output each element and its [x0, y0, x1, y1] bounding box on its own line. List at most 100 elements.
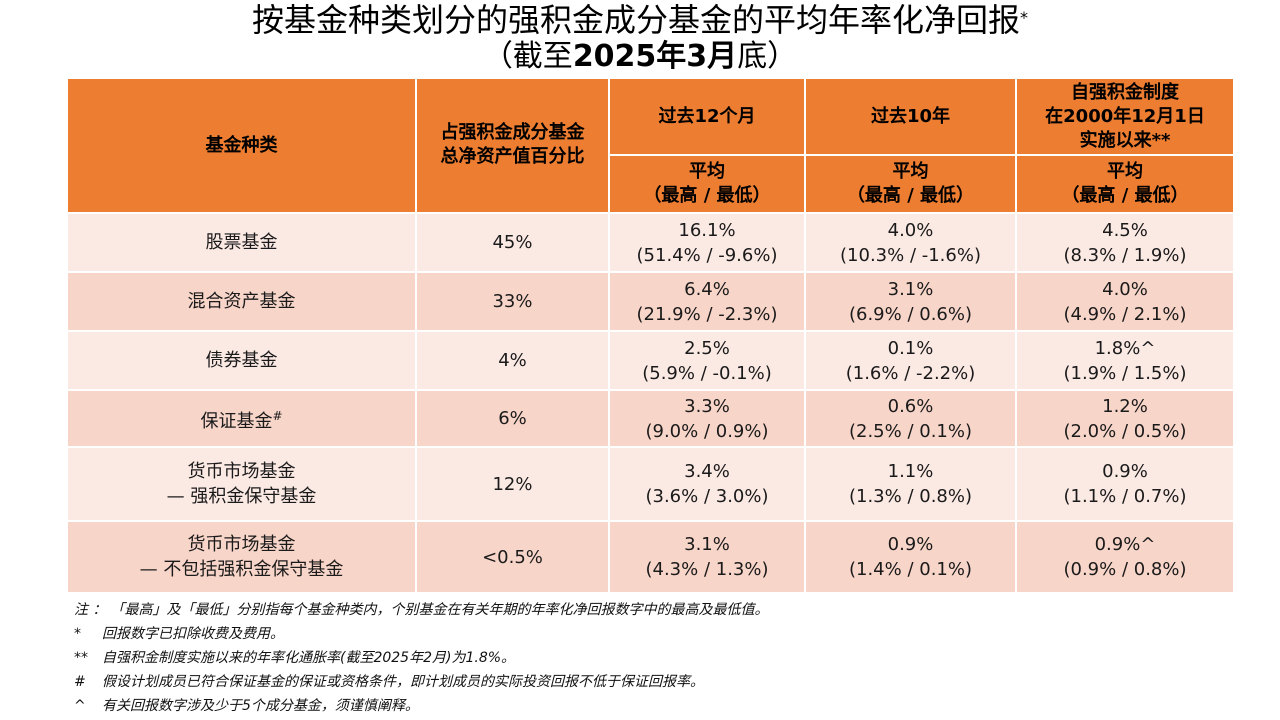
return-12m-range: (5.9% / -0.1%) — [642, 362, 772, 384]
table-row: 保证基金# 6% 3.3% (9.0% / 0.9%) 0.6% (2.5% / 0… — [66, 389, 1235, 448]
footnotes: 注 ：「最高」及「最低」分别指每个基金种类内，个别基金在有关年期的年率化净回报数… — [74, 598, 1234, 718]
nav-pct: 33% — [415, 271, 610, 332]
return-10y: 0.9% (1.4% / 0.1%) — [804, 520, 1017, 594]
return-since: 4.0% (4.9% / 2.1%) — [1015, 271, 1235, 332]
return-10y-range: (6.9% / 0.6%) — [848, 303, 972, 325]
fund-name-line1: 货币市场基金 — [187, 461, 296, 482]
header-fund-type: 基金种类 — [66, 77, 417, 214]
return-10y-range: (2.5% / 0.1%) — [848, 420, 972, 442]
header-past-12-months: 过去12个月 — [608, 77, 806, 156]
subheader-12m: 平均 （最高 / 最低） — [608, 154, 806, 214]
return-12m: 3.3% (9.0% / 0.9%) — [608, 389, 806, 448]
return-10y: 0.1% (1.6% / -2.2%) — [804, 330, 1017, 391]
footnote-hash: # 假设计划成员已符合保证基金的保证或资格条件，即计划成员的实际投资回报不低于保证… — [74, 670, 1234, 694]
header-since-line1: 自强积金制度 — [1071, 81, 1179, 103]
return-since-range: (4.9% / 2.1%) — [1063, 303, 1187, 325]
table-row: 股票基金 45% 16.1% (51.4% / -9.6%) 4.0% (10.3%… — [66, 212, 1235, 273]
subheader-since-avg: 平均 — [1107, 161, 1143, 182]
table-row: 债券基金 4% 2.5% (5.9% / -0.1%) 0.1% (1.6% / -… — [66, 330, 1235, 391]
return-10y: 4.0% (10.3% / -1.6%) — [804, 212, 1017, 273]
return-10y: 0.6% (2.5% / 0.1%) — [804, 389, 1017, 448]
return-since-range: (0.9% / 0.8%) — [1063, 559, 1187, 580]
return-since-avg: 0.9% — [1102, 461, 1148, 482]
subheader-10y: 平均 （最高 / 最低） — [804, 154, 1017, 214]
fund-name: 股票基金 — [66, 212, 417, 273]
return-12m-avg: 3.1% — [684, 534, 730, 555]
header-nav-percentage: 占强积金成分基金 总净资产值百分比 — [415, 77, 610, 214]
header-since-inception: 自强积金制度 在2000年12月1日 实施以来** — [1015, 77, 1235, 156]
fund-name-footnote-mark: # — [272, 408, 283, 423]
return-12m-avg: 2.5% — [684, 337, 730, 359]
fund-name-line1: 混合资产基金 — [187, 291, 296, 312]
page-subtitle: （截至2025年3月底） — [0, 40, 1280, 74]
return-since: 0.9% (1.1% / 0.7%) — [1015, 446, 1235, 522]
return-since-range: (8.3% / 1.9%) — [1063, 244, 1187, 266]
return-10y-range: (10.3% / -1.6%) — [840, 244, 981, 266]
return-since-avg: 1.2% — [1102, 395, 1148, 417]
return-12m-avg: 3.3% — [684, 395, 730, 417]
return-since-range: (2.0% / 0.5%) — [1063, 420, 1187, 442]
title-footnote-mark: * — [1020, 8, 1028, 27]
subheader-since: 平均 （最高 / 最低） — [1015, 154, 1235, 214]
footnote-text: 假设计划成员已符合保证基金的保证或资格条件，即计划成员的实际投资回报不低于保证回… — [102, 674, 704, 690]
subheader-10y-hilo: （最高 / 最低） — [846, 185, 975, 206]
return-10y: 3.1% (6.9% / 0.6%) — [804, 271, 1017, 332]
subheader-12m-avg: 平均 — [689, 161, 725, 182]
fund-name-line1: 保证基金 — [200, 410, 273, 432]
return-since: 1.8%^ (1.9% / 1.5%) — [1015, 330, 1235, 391]
return-since: 4.5% (8.3% / 1.9%) — [1015, 212, 1235, 273]
return-since: 1.2% (2.0% / 0.5%) — [1015, 389, 1235, 448]
return-12m-range: (3.6% / 3.0%) — [645, 486, 769, 507]
subheader-12m-hilo: （最高 / 最低） — [643, 185, 771, 206]
subheader-since-hilo: （最高 / 最低） — [1061, 185, 1189, 206]
header-past-10-years: 过去10年 — [804, 77, 1017, 156]
header-nav-line1: 占强积金成分基金 — [440, 122, 585, 143]
header-since-line3: 实施以来** — [1079, 129, 1171, 151]
return-10y: 1.1% (1.3% / 0.8%) — [804, 446, 1017, 522]
return-12m-range: (51.4% / -9.6%) — [636, 244, 778, 266]
table-row: 货币市场基金 — 强积金保守基金 12% 3.4% (3.6% / 3.0%) 1.… — [66, 446, 1235, 522]
footnote-double-star: ** 自强积金制度实施以来的年率化通胀率(截至2025年2月)为1.8%。 — [74, 646, 1234, 670]
subheader-10y-avg: 平均 — [892, 161, 929, 182]
return-10y-avg: 0.9% — [887, 534, 934, 555]
subtitle-open: （截至 — [482, 39, 573, 74]
return-since-avg: 4.5% — [1102, 219, 1148, 241]
footnote-text: 回报数字已扣除收费及费用。 — [102, 626, 284, 642]
fund-name: 债券基金 — [66, 330, 417, 391]
fund-name: 保证基金# — [66, 389, 417, 448]
return-12m: 3.4% (3.6% / 3.0%) — [608, 446, 806, 522]
return-since-avg: 4.0% — [1102, 278, 1148, 300]
footnote-mark: # — [74, 674, 86, 690]
return-10y-range: (1.6% / -2.2%) — [845, 362, 976, 384]
fund-name: 混合资产基金 — [66, 271, 417, 332]
return-12m-avg: 3.4% — [684, 461, 730, 482]
footnote-note: 注 ：「最高」及「最低」分别指每个基金种类内，个别基金在有关年期的年率化净回报数… — [74, 598, 1234, 622]
footnote-caret: ^ 有关回报数字涉及少于5个成分基金，须谨慎阐释。 — [74, 694, 1234, 718]
header-since-line2: 在2000年12月1日 — [1045, 105, 1205, 127]
return-12m-range: (4.3% / 1.3%) — [645, 559, 769, 580]
return-12m: 3.1% (4.3% / 1.3%) — [608, 520, 806, 594]
table-row: 混合资产基金 33% 6.4% (21.9% / -2.3%) 3.1% (6.9%… — [66, 271, 1235, 332]
nav-pct: 12% — [415, 446, 610, 522]
footnote-mark: * — [74, 626, 81, 642]
fund-name-line2: — 不包括强积金保守基金 — [139, 559, 344, 580]
returns-table: 基金种类 占强积金成分基金 总净资产值百分比 过去12个月 过去10年 自强积金… — [66, 77, 1235, 594]
return-10y-avg: 0.6% — [887, 395, 934, 417]
nav-pct: 6% — [415, 389, 610, 448]
fund-name-line1: 股票基金 — [205, 232, 278, 253]
fund-name-line1: 债券基金 — [205, 350, 278, 371]
return-12m: 6.4% (21.9% / -2.3%) — [608, 271, 806, 332]
return-10y-range: (1.4% / 0.1%) — [848, 559, 972, 580]
subtitle-close: 底） — [737, 39, 798, 74]
return-since-avg: 1.8%^ — [1094, 337, 1156, 359]
return-10y-avg: 4.0% — [887, 219, 934, 241]
return-10y-avg: 1.1% — [887, 461, 934, 482]
footnote-text: 自强积金制度实施以来的年率化通胀率(截至2025年2月)为1.8%。 — [102, 650, 516, 666]
return-12m: 2.5% (5.9% / -0.1%) — [608, 330, 806, 391]
return-12m-avg: 6.4% — [684, 278, 730, 300]
return-12m-range: (9.0% / 0.9%) — [645, 420, 769, 442]
fund-name: 货币市场基金 — 强积金保守基金 — [66, 446, 417, 522]
return-10y-avg: 3.1% — [887, 278, 934, 300]
fund-name-line2: — 强积金保守基金 — [166, 486, 317, 507]
return-10y-range: (1.3% / 0.8%) — [848, 486, 972, 507]
